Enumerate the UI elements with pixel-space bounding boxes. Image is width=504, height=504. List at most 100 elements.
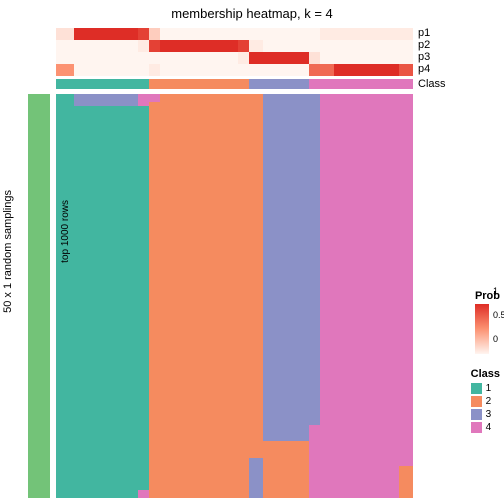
prob-cell	[56, 52, 74, 64]
prob-cell	[138, 28, 149, 40]
inner-axis-label: top 1000 rows	[60, 200, 71, 263]
class-cell	[160, 79, 239, 89]
heat-col	[138, 94, 149, 498]
legend-swatch	[471, 409, 482, 420]
heat-col	[149, 94, 160, 498]
prob-ticks: 1 0.5 0	[493, 286, 504, 344]
row-label-p2: p2	[418, 39, 430, 51]
row-label-p1: p1	[418, 27, 430, 39]
class-cell	[309, 79, 320, 89]
heat-col	[74, 94, 138, 498]
prob-cell	[56, 64, 74, 76]
prob-cell	[56, 40, 74, 52]
prob-cell	[399, 64, 413, 76]
heat-col	[249, 94, 263, 498]
prob-cell	[309, 64, 320, 76]
class-cell	[56, 79, 74, 89]
prob-cell	[149, 64, 160, 76]
class-cell	[334, 79, 398, 89]
prob-cell	[399, 40, 413, 52]
heat-col	[238, 94, 249, 498]
prob-cell	[138, 52, 149, 64]
main-heatmap	[56, 94, 413, 498]
legend-class: Class 1234	[471, 368, 500, 434]
legend-class-item: 2	[471, 395, 500, 408]
heat-col	[263, 94, 309, 498]
class-cell	[238, 79, 249, 89]
prob-cell	[249, 52, 263, 64]
prob-cell	[74, 64, 138, 76]
legend-label: 4	[486, 421, 492, 434]
prob-cell	[74, 28, 138, 40]
prob-cell	[334, 40, 398, 52]
prob-cell	[320, 64, 334, 76]
prob-strip	[56, 28, 413, 76]
class-cell	[320, 79, 334, 89]
prob-cell	[309, 40, 320, 52]
prob-row-3	[56, 52, 413, 64]
prob-cell	[56, 28, 74, 40]
legend-class-item: 1	[471, 382, 500, 395]
class-strip	[56, 79, 413, 89]
prob-cell	[160, 52, 239, 64]
class-cell	[138, 79, 149, 89]
prob-cell	[309, 28, 320, 40]
prob-cell	[149, 28, 160, 40]
prob-cell	[263, 40, 309, 52]
prob-cell	[149, 40, 160, 52]
legend-label: 3	[486, 408, 492, 421]
prob-cell	[309, 52, 320, 64]
legend-label: 2	[486, 395, 492, 408]
prob-cell	[160, 64, 239, 76]
legend-class-title: Class	[471, 368, 500, 380]
row-label-p4: p4	[418, 63, 430, 75]
prob-cell	[238, 52, 249, 64]
prob-row-4	[56, 64, 413, 76]
chart-title: membership heatmap, k = 4	[0, 6, 504, 21]
prob-cell	[399, 28, 413, 40]
prob-cell	[74, 52, 138, 64]
prob-cell	[399, 52, 413, 64]
prob-cell	[249, 28, 263, 40]
prob-cell	[334, 64, 398, 76]
prob-cell	[320, 40, 334, 52]
prob-cell	[238, 64, 249, 76]
prob-cell	[320, 28, 334, 40]
class-cell	[149, 79, 160, 89]
prob-cell	[320, 52, 334, 64]
legend-prob: Prob 1 0.5 0	[475, 290, 500, 354]
prob-cell	[160, 28, 239, 40]
prob-cell	[249, 40, 263, 52]
prob-row-2	[56, 40, 413, 52]
legend-class-item: 3	[471, 408, 500, 421]
prob-cell	[138, 40, 149, 52]
row-label-p3: p3	[418, 51, 430, 63]
prob-cell	[238, 28, 249, 40]
class-cell	[399, 79, 413, 89]
heat-col	[56, 94, 74, 498]
prob-gradient	[475, 304, 489, 354]
sampling-bar	[28, 94, 50, 498]
prob-cell	[238, 40, 249, 52]
legend-swatch	[471, 396, 482, 407]
prob-cell	[160, 40, 239, 52]
heat-col	[160, 94, 239, 498]
prob-cell	[263, 28, 309, 40]
class-cell	[263, 79, 309, 89]
prob-cell	[249, 64, 263, 76]
legend-swatch	[471, 383, 482, 394]
prob-cell	[138, 64, 149, 76]
heat-col	[309, 94, 320, 498]
legend-swatch	[471, 422, 482, 433]
heat-col	[334, 94, 398, 498]
prob-cell	[149, 52, 160, 64]
heat-col	[320, 94, 334, 498]
legend-label: 1	[486, 382, 492, 395]
prob-cell	[74, 40, 138, 52]
heat-col	[399, 94, 413, 498]
prob-cell	[334, 28, 398, 40]
prob-cell	[263, 52, 309, 64]
row-label-class: Class	[418, 78, 446, 90]
class-cell	[249, 79, 263, 89]
class-cell	[74, 79, 138, 89]
